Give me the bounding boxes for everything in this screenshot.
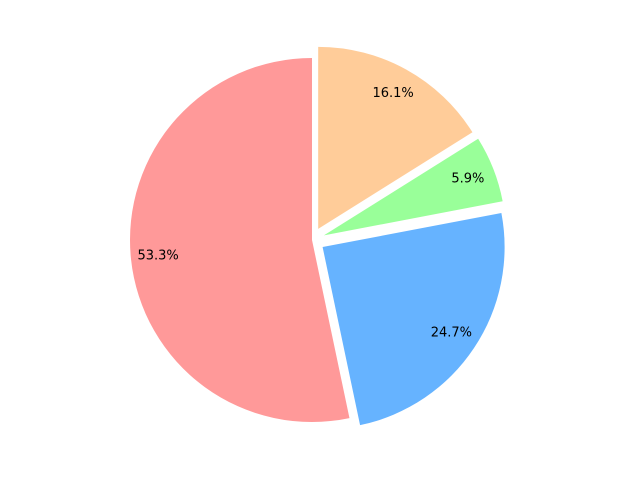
pie-slice-3 <box>323 138 503 236</box>
pie-slice-label-4: 16.1% <box>372 86 413 101</box>
pie-slice-1 <box>129 58 350 423</box>
pie-slice-4 <box>318 46 473 229</box>
pie-slices <box>129 46 505 426</box>
pie-slice-label-2: 24.7% <box>431 325 472 340</box>
pie-slice-label-1: 53.3% <box>137 249 178 264</box>
pie-labels: 53.3% 24.7% 5.9% 16.1% <box>137 86 484 340</box>
pie-slice-2 <box>322 212 505 426</box>
pie-slice-label-3: 5.9% <box>451 171 484 186</box>
